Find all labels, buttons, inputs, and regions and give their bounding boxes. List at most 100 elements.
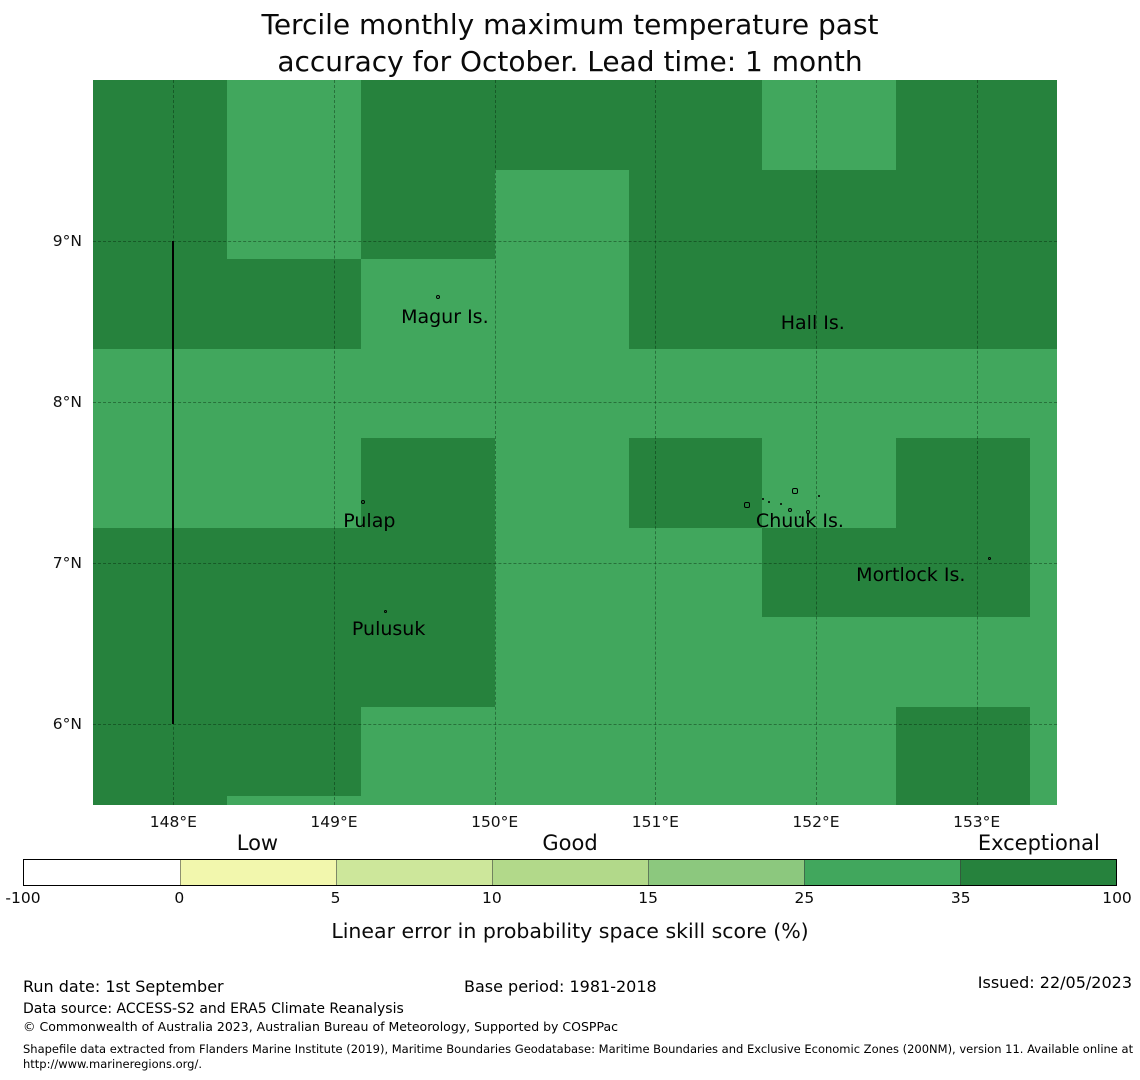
island-label: Magur Is. bbox=[401, 305, 489, 328]
island-mark bbox=[806, 510, 810, 514]
grid-cell bbox=[361, 528, 495, 617]
colorbar-segment bbox=[336, 860, 492, 885]
grid-cell bbox=[762, 528, 896, 617]
grid-cell bbox=[762, 617, 896, 707]
grid-cell bbox=[1030, 170, 1057, 259]
grid-cell bbox=[361, 438, 495, 528]
footer-shapefile-note: Shapefile data extracted from Flanders M… bbox=[23, 1042, 1134, 1071]
grid-cell bbox=[93, 259, 227, 349]
grid-cell bbox=[896, 80, 1030, 170]
colorbar bbox=[23, 859, 1117, 886]
grid-cell bbox=[361, 80, 495, 170]
grid-cell bbox=[495, 707, 629, 796]
grid-cell bbox=[896, 259, 1030, 349]
grid-cell bbox=[495, 796, 629, 805]
grid-cell bbox=[227, 528, 361, 617]
gridline-vertical bbox=[655, 80, 656, 805]
colorbar-segment bbox=[492, 860, 648, 885]
grid-cell bbox=[762, 170, 896, 259]
grid-cell bbox=[629, 170, 762, 259]
colorbar-tick-label: 0 bbox=[174, 889, 185, 907]
grid-cell bbox=[227, 170, 361, 259]
island-mark bbox=[780, 503, 782, 505]
island-label: Hall Is. bbox=[780, 312, 845, 335]
colorbar-segment bbox=[180, 860, 336, 885]
colorbar-zone-label: Low bbox=[236, 831, 279, 855]
colorbar-segment bbox=[24, 860, 180, 885]
chart-title-line1: Tercile monthly maximum temperature past bbox=[261, 8, 879, 41]
island-mark bbox=[762, 498, 764, 500]
grid-cell bbox=[1030, 796, 1057, 805]
grid-cell bbox=[93, 528, 227, 617]
colorbar-zone-label: Good bbox=[542, 831, 598, 855]
footer-run-date: Run date: 1st September bbox=[23, 977, 224, 996]
island-mark bbox=[744, 502, 750, 508]
grid-cell bbox=[896, 170, 1030, 259]
grid-cell bbox=[629, 617, 762, 707]
island-label: Mortlock Is. bbox=[856, 563, 966, 586]
grid-cell bbox=[227, 349, 361, 438]
gridline-vertical bbox=[495, 80, 496, 805]
island-mark bbox=[799, 516, 801, 518]
grid-cell bbox=[495, 80, 629, 170]
grid-cell bbox=[93, 80, 227, 170]
gridline-vertical bbox=[977, 80, 978, 805]
colorbar-tick-label: 10 bbox=[481, 889, 502, 907]
colorbar-segment bbox=[648, 860, 804, 885]
island-label: Pulusuk bbox=[351, 618, 426, 641]
colorbar-caption: Linear error in probability space skill … bbox=[331, 919, 809, 943]
grid-cell bbox=[93, 796, 227, 805]
grid-cell bbox=[227, 796, 361, 805]
grid-cell bbox=[495, 170, 629, 259]
grid-cell bbox=[1030, 80, 1057, 170]
grid-cell bbox=[227, 259, 361, 349]
grid-cell bbox=[361, 617, 495, 707]
eez-boundary-line bbox=[172, 241, 174, 724]
chart-title: Tercile monthly maximum temperature past… bbox=[0, 6, 1140, 80]
grid-cell bbox=[93, 170, 227, 259]
grid-cell bbox=[1030, 528, 1057, 617]
grid-cell bbox=[227, 80, 361, 170]
grid-cell bbox=[896, 349, 1030, 438]
x-tick-label: 149°E bbox=[310, 813, 358, 831]
colorbar-segment bbox=[960, 860, 1116, 885]
grid-cell bbox=[629, 80, 762, 170]
grid-cell bbox=[762, 80, 896, 170]
island-label: Pulap bbox=[343, 510, 396, 533]
gridline-horizontal bbox=[93, 724, 1057, 725]
colorbar-tick-label: 35 bbox=[950, 889, 971, 907]
x-tick-label: 150°E bbox=[471, 813, 519, 831]
x-tick-label: 148°E bbox=[149, 813, 197, 831]
grid-cell bbox=[896, 528, 1030, 617]
grid-cell bbox=[361, 796, 495, 805]
colorbar-tick-label: 5 bbox=[330, 889, 341, 907]
grid-cell bbox=[227, 617, 361, 707]
island-mark bbox=[768, 501, 770, 503]
colorbar-tick-label: 100 bbox=[1102, 889, 1132, 907]
footer-base-period: Base period: 1981-2018 bbox=[464, 977, 657, 996]
grid-cell bbox=[495, 528, 629, 617]
footer-data-source: Data source: ACCESS-S2 and ERA5 Climate … bbox=[23, 1001, 404, 1017]
grid-cell bbox=[93, 349, 227, 438]
grid-cell bbox=[762, 349, 896, 438]
grid-cell bbox=[93, 707, 227, 796]
grid-cell bbox=[1030, 259, 1057, 349]
grid-cell bbox=[361, 349, 495, 438]
x-tick-label: 152°E bbox=[792, 813, 840, 831]
grid-cell bbox=[762, 796, 896, 805]
y-tick-label: 9°N bbox=[52, 232, 82, 251]
gridline-horizontal bbox=[93, 563, 1057, 564]
grid-cell bbox=[762, 259, 896, 349]
y-tick-label: 8°N bbox=[52, 393, 82, 412]
grid-cell bbox=[762, 438, 896, 528]
island-mark bbox=[361, 500, 365, 504]
grid-cell bbox=[227, 438, 361, 528]
grid-cell bbox=[629, 528, 762, 617]
grid-cell bbox=[495, 259, 629, 349]
colorbar-tick-label: 25 bbox=[794, 889, 815, 907]
y-tick-label: 7°N bbox=[52, 554, 82, 573]
grid-cell bbox=[93, 438, 227, 528]
island-label: Chuuk Is. bbox=[755, 510, 844, 533]
grid-cell bbox=[1030, 349, 1057, 438]
